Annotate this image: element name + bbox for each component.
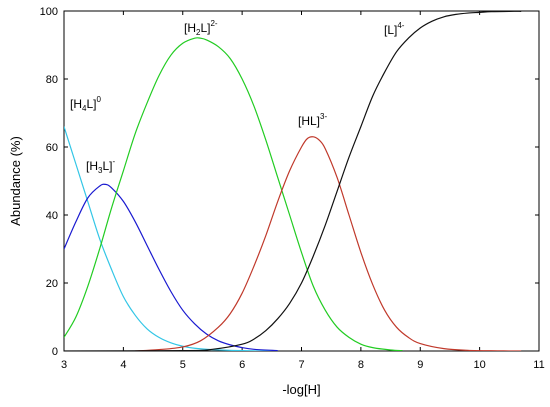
x-axis-title: -log[H] (282, 382, 320, 397)
label-h4l-main: [H (70, 97, 82, 111)
label-h2l-sup: 2- (210, 19, 217, 28)
y-tick-label: 80 (46, 74, 58, 86)
y-tick-label: 0 (52, 346, 58, 358)
x-tick-label: 10 (474, 359, 486, 371)
label-h4l-tail: L] (86, 97, 96, 111)
label-hl-sup: 3- (320, 112, 327, 121)
label-h2l-tail: L] (200, 21, 210, 35)
label-h3l-sup: - (112, 157, 115, 166)
label-h4l-sub: 4 (82, 104, 87, 113)
x-tick-label: 7 (298, 359, 304, 371)
label-h4l-sup: 0 (96, 95, 101, 104)
h2l-curve (64, 37, 403, 351)
label-l: [L]4- (384, 21, 405, 37)
y-tick-label: 100 (40, 6, 58, 18)
label-l-sup: 4- (397, 21, 404, 30)
label-h2l-sub: 2 (196, 28, 201, 37)
series-lines (64, 11, 522, 351)
hl-curve (135, 136, 522, 351)
y-tick-label: 60 (46, 142, 58, 154)
y-tick-label: 40 (46, 210, 58, 222)
label-hl-main: [HL] (298, 114, 320, 128)
y-axis-title: Abundance (%) (8, 136, 23, 226)
h4l-curve (64, 126, 278, 351)
x-tick-label: 11 (533, 359, 544, 371)
h3l-curve (64, 183, 278, 351)
x-tick-label: 6 (239, 359, 245, 371)
label-hl: [HL]3- (298, 112, 327, 128)
label-h3l-tail: L] (102, 159, 112, 173)
x-tick-label: 9 (417, 359, 423, 371)
x-tick-label: 8 (358, 359, 364, 371)
plot-frame (63, 10, 540, 352)
label-h4l: [H4L]0 (70, 95, 101, 113)
x-tick-label: 4 (120, 359, 126, 371)
x-tick-label: 3 (61, 359, 67, 371)
plot-area (63, 10, 540, 352)
y-tick-label: 20 (46, 278, 58, 290)
label-l-main: [L] (384, 23, 397, 37)
label-h2l: [H2L]2- (184, 19, 218, 37)
label-h3l: [H3L]- (86, 157, 115, 175)
l-curve (64, 11, 522, 351)
species-labels: [H4L]0[H3L]-[H2L]2-[HL]3-[L]4- (70, 19, 405, 175)
label-h3l-main: [H (86, 159, 98, 173)
label-h3l-sub: 3 (98, 166, 103, 175)
x-tick-label: 5 (180, 359, 186, 371)
label-h2l-main: [H (184, 21, 196, 35)
x-axis: 3 4 5 6 7 8 9 10 11 (61, 11, 545, 371)
